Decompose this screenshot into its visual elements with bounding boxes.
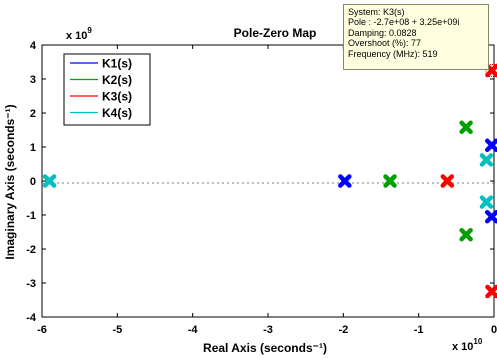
axis-ticks: -6 -5 -4 -3 -2 -1 0 -4 -3 -2 -1 0 1 2 3 4: [26, 40, 497, 336]
pole-marker-stroke: [338, 174, 352, 188]
pole-marker[interactable]: [459, 227, 473, 242]
pole-marker-stroke: [479, 153, 494, 167]
pole-marker[interactable]: [484, 138, 497, 153]
y-tick-label: -4: [26, 312, 37, 324]
pole-marker[interactable]: [338, 174, 352, 188]
datatip-system: System: K3(s): [348, 7, 405, 17]
x-tick-label: -6: [37, 324, 47, 336]
pole-marker-stroke: [484, 138, 497, 153]
pole-marker[interactable]: [484, 209, 497, 224]
pole-marker-stroke: [459, 120, 473, 135]
x-tick-label: -2: [338, 324, 348, 336]
pole-marker-stroke: [484, 209, 497, 224]
legend-label: K2(s): [102, 73, 132, 87]
selected-point-highlight: [485, 64, 497, 77]
x-exponent-label: x 1010: [452, 337, 483, 353]
legend-label: K1(s): [102, 57, 132, 71]
y-exponent-base: x 10: [66, 30, 87, 42]
x-tick-label: 0: [491, 324, 497, 336]
pole-marker[interactable]: [485, 284, 497, 299]
pole-markers: [42, 63, 497, 299]
x-tick-label: -1: [414, 324, 424, 336]
pole-marker-stroke: [485, 284, 497, 299]
y-tick-label: -1: [26, 210, 36, 222]
datatip-pole: Pole : -2.7e+08 + 3.25e+09i: [348, 17, 460, 28]
pole-marker[interactable]: [459, 120, 473, 135]
datatip: System: K3(s) Pole : -2.7e+08 + 3.25e+09…: [343, 4, 489, 70]
datatip-overshoot: Overshoot (%): 77: [348, 38, 422, 49]
y-tick-label: 3: [30, 74, 36, 86]
y-exponent-label: x 109: [66, 26, 92, 42]
y-exponent-power: 9: [87, 26, 92, 35]
y-tick-label: 0: [30, 176, 36, 188]
pole-marker[interactable]: [479, 153, 494, 167]
datatip-damping: Damping: 0.0828: [348, 27, 417, 38]
y-tick-label: 1: [30, 142, 36, 154]
pole-marker-stroke: [479, 195, 494, 209]
pole-marker-stroke: [459, 227, 473, 242]
x-tick-label: -3: [263, 324, 273, 336]
legend-items: K1(s) K2(s) K3(s) K4(s): [70, 57, 132, 120]
legend-label: K3(s): [102, 90, 132, 104]
pole-marker-stroke: [440, 174, 455, 188]
y-tick-label: 4: [30, 40, 37, 52]
legend-label: K4(s): [102, 106, 132, 120]
pole-marker[interactable]: [383, 174, 397, 188]
y-tick-label: -3: [26, 278, 36, 290]
legend-box: [63, 53, 151, 126]
y-tick-label: -2: [26, 244, 36, 256]
pole-marker[interactable]: [42, 174, 57, 188]
x-exponent-power: 10: [473, 337, 482, 346]
y-tick-label: 2: [30, 108, 36, 120]
x-axis-label: Real Axis (seconds⁻¹): [203, 341, 327, 355]
pole-marker[interactable]: [440, 174, 455, 188]
pole-marker[interactable]: [479, 195, 494, 209]
chart-title: Pole-Zero Map: [234, 26, 317, 40]
y-axis-label: Imaginary Axis (seconds⁻¹): [3, 104, 17, 259]
pole-marker-stroke: [42, 174, 57, 188]
pole-marker-stroke: [383, 174, 397, 188]
datatip-frequency: Frequency (MHz): 519: [348, 48, 438, 59]
legend: K1(s) K2(s) K3(s) K4(s): [63, 53, 151, 126]
x-exponent-base: x 10: [452, 341, 473, 353]
x-tick-label: -5: [112, 324, 122, 336]
x-tick-label: -4: [188, 324, 199, 336]
pole-marker-stroke: [485, 63, 497, 78]
